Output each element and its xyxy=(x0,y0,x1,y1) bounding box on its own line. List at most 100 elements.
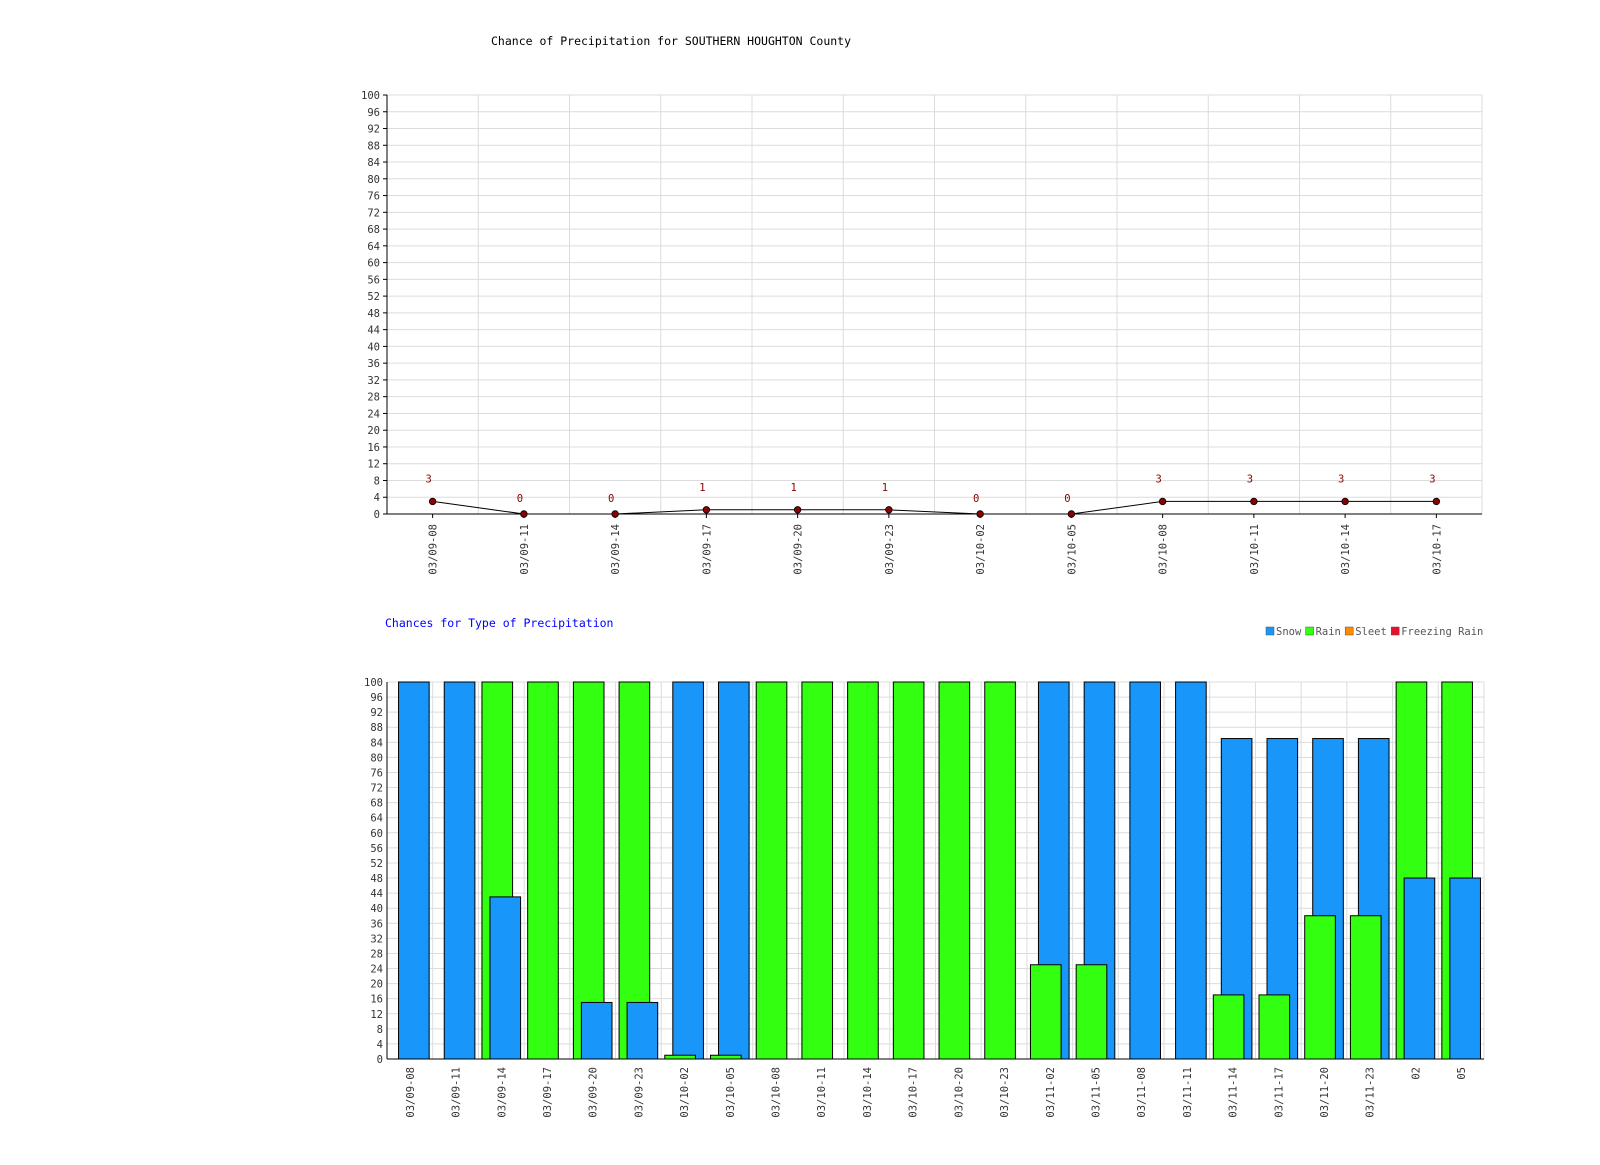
chart-title-precip-type: Chances for Type of Precipitation xyxy=(385,616,613,630)
bar-snow xyxy=(1403,877,1436,1060)
y-tick-label: 48 xyxy=(367,308,380,320)
y-tick-label: 40 xyxy=(370,903,383,915)
x-tick-label: 03/10-17 xyxy=(1431,524,1443,575)
x-tick-label: 03/09-14 xyxy=(496,1067,508,1118)
y-tick-label: 0 xyxy=(377,1054,383,1066)
bar-rain xyxy=(1349,915,1382,1060)
y-tick-label: 72 xyxy=(370,783,383,795)
data-label: 0 xyxy=(973,493,979,505)
x-tick-label: 03/09-17 xyxy=(542,1067,554,1118)
y-tick-label: 96 xyxy=(367,107,380,119)
y-tick-label: 96 xyxy=(370,692,383,704)
precip-chance-line-chart: 0481216202428323640444852566064687276808… xyxy=(361,90,1483,575)
y-tick-label: 12 xyxy=(370,1009,383,1021)
x-tick-label: 03/11-08 xyxy=(1136,1067,1148,1118)
data-point xyxy=(885,506,893,514)
y-tick-label: 76 xyxy=(370,767,383,779)
x-tick-label: 03/11-14 xyxy=(1228,1067,1240,1118)
bar-rain xyxy=(984,681,1016,1060)
x-tick-label: 03/11-11 xyxy=(1182,1067,1194,1118)
y-tick-label: 20 xyxy=(370,979,383,991)
x-tick-label: 03/09-11 xyxy=(451,1067,463,1118)
data-point xyxy=(1432,497,1441,506)
y-tick-label: 68 xyxy=(367,224,380,236)
y-tick-label: 56 xyxy=(367,274,380,286)
data-label: 1 xyxy=(790,482,796,494)
y-tick-label: 60 xyxy=(370,828,383,840)
y-tick-label: 88 xyxy=(367,140,380,152)
y-tick-label: 36 xyxy=(370,918,383,930)
bar-snow xyxy=(626,1001,659,1060)
x-tick-label: 03/09-17 xyxy=(701,524,713,575)
legend-label: Rain xyxy=(1316,626,1341,638)
y-tick-label: 80 xyxy=(370,752,383,764)
x-tick-label: 03/09-11 xyxy=(519,524,531,575)
bar-rain xyxy=(847,681,879,1060)
data-label: 0 xyxy=(517,493,523,505)
data-label: 3 xyxy=(1338,473,1344,485)
y-tick-label: 68 xyxy=(370,798,383,810)
data-point xyxy=(1250,497,1258,506)
bar-snow xyxy=(580,1001,613,1060)
data-label: 3 xyxy=(425,473,431,485)
x-tick-label: 03/10-20 xyxy=(953,1067,965,1118)
x-tick-label: 03/10-08 xyxy=(771,1067,783,1118)
x-tick-label: 03/10-14 xyxy=(862,1067,874,1118)
data-point xyxy=(1067,510,1076,518)
bar-rain xyxy=(527,681,559,1060)
bar-snow xyxy=(1129,681,1161,1060)
y-tick-label: 44 xyxy=(370,888,383,900)
y-tick-label: 100 xyxy=(364,677,383,689)
x-tick-label: 02 xyxy=(1410,1067,1422,1080)
y-tick-label: 16 xyxy=(370,994,383,1006)
x-tick-label: 03/10-05 xyxy=(725,1067,737,1118)
data-point xyxy=(1158,497,1167,506)
y-tick-label: 4 xyxy=(377,1039,383,1051)
x-tick-label: 03/11-20 xyxy=(1319,1067,1331,1118)
legend-swatch xyxy=(1305,626,1314,636)
y-tick-label: 80 xyxy=(367,174,380,186)
y-tick-label: 76 xyxy=(367,191,380,203)
y-tick-label: 28 xyxy=(370,948,383,960)
legend-label: Sleet xyxy=(1355,626,1387,638)
bar-rain xyxy=(892,681,925,1060)
x-tick-label: 03/09-08 xyxy=(428,524,440,575)
precip-type-legend: Snow Rain Sleet Freezing Rain xyxy=(1265,626,1483,638)
x-tick-label: 03/11-02 xyxy=(1045,1067,1057,1118)
data-point xyxy=(520,510,528,518)
bar-rain xyxy=(618,681,651,1060)
x-tick-label: 03/09-20 xyxy=(793,524,805,575)
data-label: 0 xyxy=(608,493,614,505)
bar-snow xyxy=(672,681,704,1060)
data-label: 3 xyxy=(1247,473,1253,485)
x-tick-label: 03/10-08 xyxy=(1158,524,1170,575)
y-tick-label: 100 xyxy=(361,90,380,102)
bar-snow xyxy=(1175,681,1207,1060)
x-tick-label: 03/10-02 xyxy=(679,1067,691,1118)
y-tick-label: 16 xyxy=(367,442,380,454)
data-point xyxy=(793,506,802,514)
data-point xyxy=(428,497,437,506)
y-tick-label: 88 xyxy=(370,722,383,734)
x-tick-label: 03/10-14 xyxy=(1340,524,1352,575)
x-tick-label: 03/09-20 xyxy=(588,1067,600,1118)
y-tick-label: 28 xyxy=(367,392,380,404)
bar-rain xyxy=(1304,915,1336,1060)
x-tick-label: 03/11-17 xyxy=(1273,1067,1285,1118)
bar-snow xyxy=(1449,877,1481,1060)
bar-rain xyxy=(1029,964,1062,1060)
x-tick-label: 03/10-11 xyxy=(1249,524,1261,575)
x-tick-label: 03/09-08 xyxy=(405,1067,417,1118)
chart-title: Chance of Precipitation for SOUTHERN HOU… xyxy=(491,34,851,48)
x-tick-label: 03/10-11 xyxy=(816,1067,828,1118)
x-tick-label: 03/09-23 xyxy=(884,524,896,575)
y-tick-label: 44 xyxy=(367,325,380,337)
data-label: 3 xyxy=(1155,473,1161,485)
x-tick-label: 03/10-05 xyxy=(1066,524,1078,575)
x-tick-label: 03/10-17 xyxy=(908,1067,920,1118)
legend-swatch xyxy=(1344,626,1354,636)
bar-snow xyxy=(398,681,430,1060)
y-tick-label: 8 xyxy=(374,475,380,487)
legend-swatch xyxy=(1390,626,1400,636)
